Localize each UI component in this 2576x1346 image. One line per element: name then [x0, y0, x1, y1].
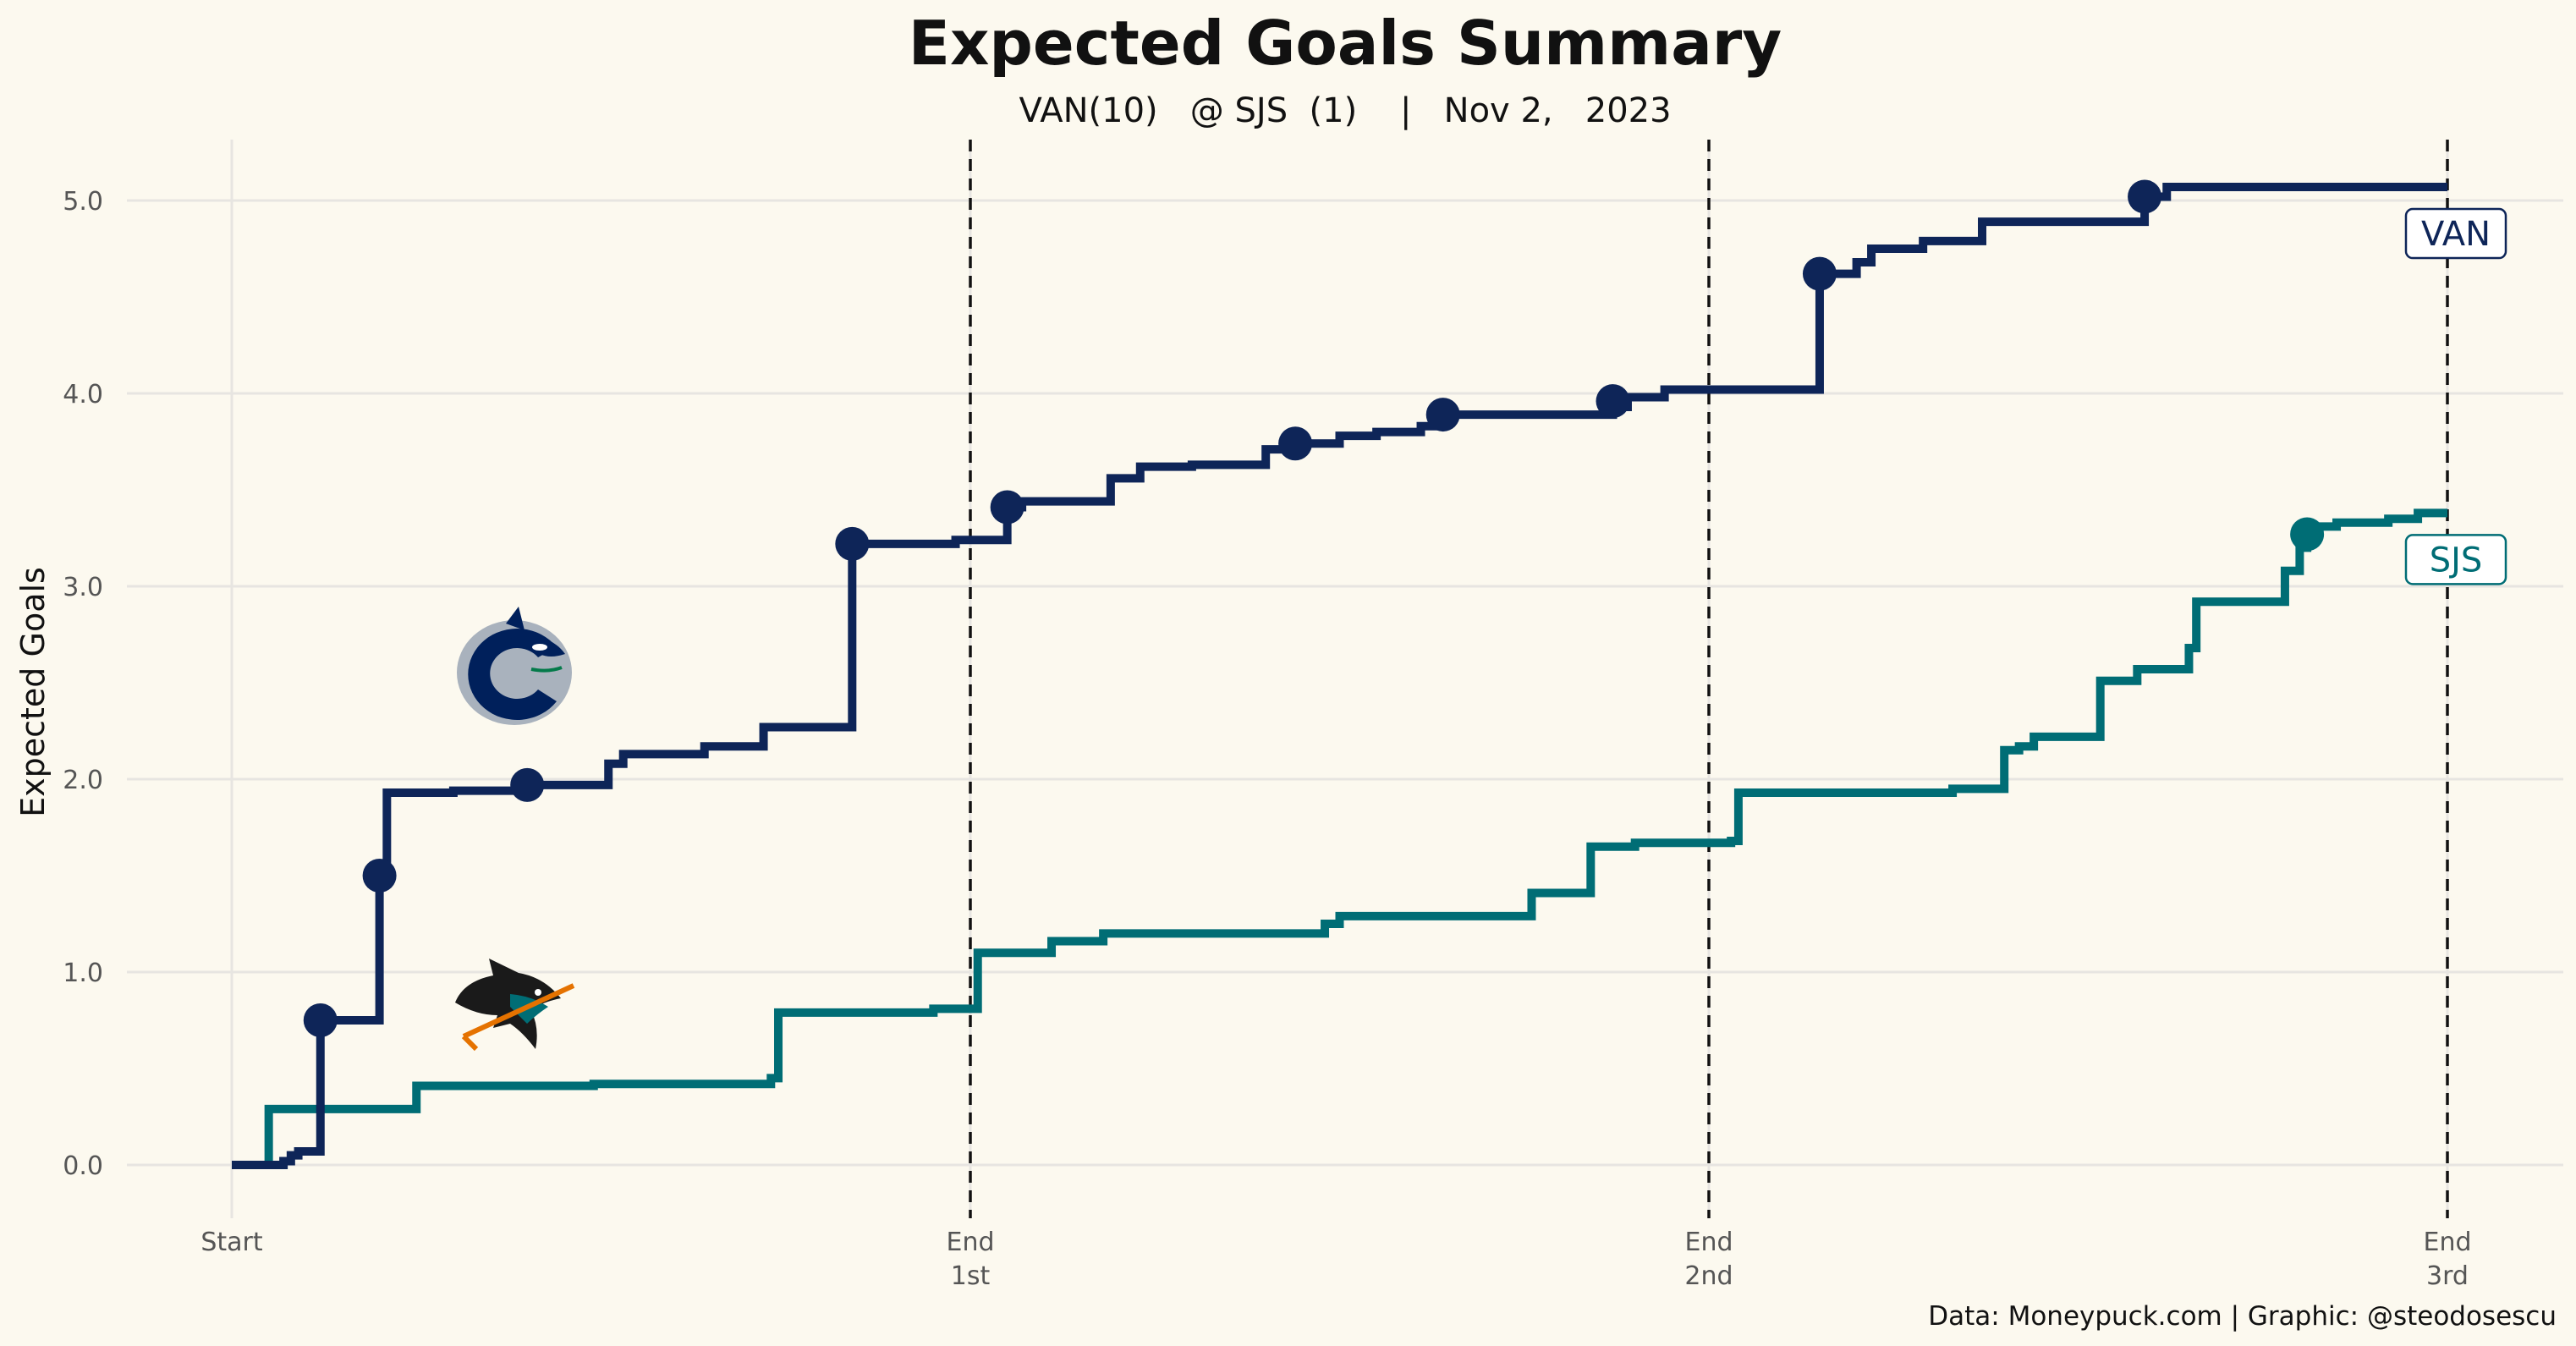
x-tick-label: End [2423, 1228, 2471, 1257]
y-tick-label: 1.0 [63, 959, 103, 988]
chart-caption: Data: Moneypuck.com | Graphic: @steodose… [1928, 1301, 2557, 1332]
x-tick-label: End [1684, 1228, 1733, 1257]
series-label-van: VAN [2421, 215, 2491, 254]
goal-marker-van [303, 1003, 338, 1037]
goal-marker-van [510, 767, 545, 802]
y-axis-label: Expected Goals [14, 567, 52, 817]
y-tick-label: 0.0 [63, 1151, 103, 1181]
x-tick-label: End [946, 1228, 994, 1257]
series-label-box-van [2404, 207, 2507, 260]
series-label-box-sjs [2404, 534, 2507, 585]
team-logos [455, 607, 575, 1052]
period-lines [969, 140, 2449, 1218]
x-tick-sublabel: 2nd [1684, 1261, 1733, 1291]
goal-marker-van [1596, 384, 1630, 419]
goal-marker-van [1425, 398, 1460, 432]
goal-marker-van [362, 859, 397, 893]
goal-marker-van [1278, 426, 1313, 461]
axis-ticks: 0.0 1.0 2.0 3.0 4.0 5.0 Start End 1st End 2nd End 3r… [63, 187, 2471, 1291]
y-tick-label: 2.0 [63, 766, 103, 795]
chart-title: Expected Goals Summary [909, 8, 1782, 79]
x-tick-label: Start [200, 1228, 263, 1257]
y-tick-label: 4.0 [63, 380, 103, 409]
series-label-sjs: SJS [2430, 541, 2483, 580]
series-labels: VAN SJS [2404, 207, 2507, 585]
goal-marker-van [990, 490, 1024, 525]
chart-subtitle: VAN(10) @ SJS (1) | Nov 2, 2023 [1019, 91, 1671, 130]
goal-markers [303, 179, 2325, 1037]
y-tick-label: 3.0 [63, 573, 103, 602]
goal-marker-van [1802, 256, 1837, 291]
canucks-orca-logo [457, 607, 572, 725]
sharks-logo [455, 959, 575, 1052]
goal-marker-van [2128, 179, 2162, 214]
x-tick-sublabel: 3rd [2426, 1261, 2469, 1291]
y-tick-label: 5.0 [63, 187, 103, 217]
goal-marker-van [835, 526, 870, 561]
series-line-van [232, 183, 2447, 1169]
goal-marker-sjs [2290, 517, 2325, 552]
x-tick-sublabel: 1st [951, 1261, 991, 1291]
